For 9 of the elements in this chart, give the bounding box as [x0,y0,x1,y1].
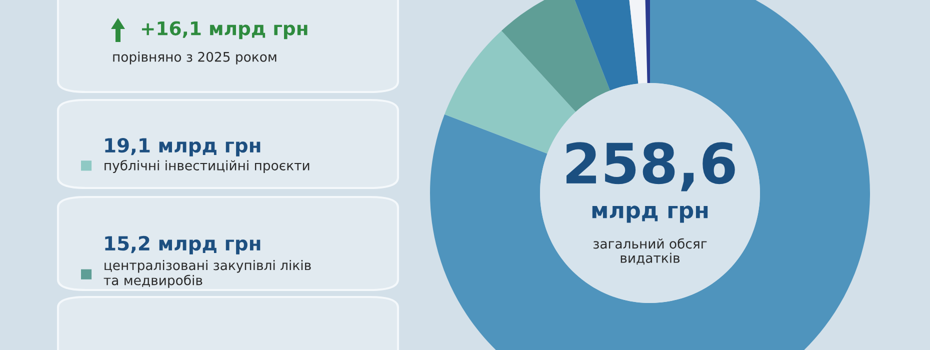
text: 258,6 [566,142,735,192]
data-label: 19,1 млрд грн [105,138,260,156]
text: млрд грн [592,206,708,223]
legend-label: централізовані закупівлі ліків та медвиробів [104,260,311,288]
text: порівняно з 2025 роком [113,52,276,64]
text: загальний обсяг видатків [594,238,707,265]
text: +16,1 млрд грн [142,21,308,40]
data-label: 15,2 млрд грн [105,236,260,254]
legend-label: публічні інвестиційні проєкти [104,160,310,173]
